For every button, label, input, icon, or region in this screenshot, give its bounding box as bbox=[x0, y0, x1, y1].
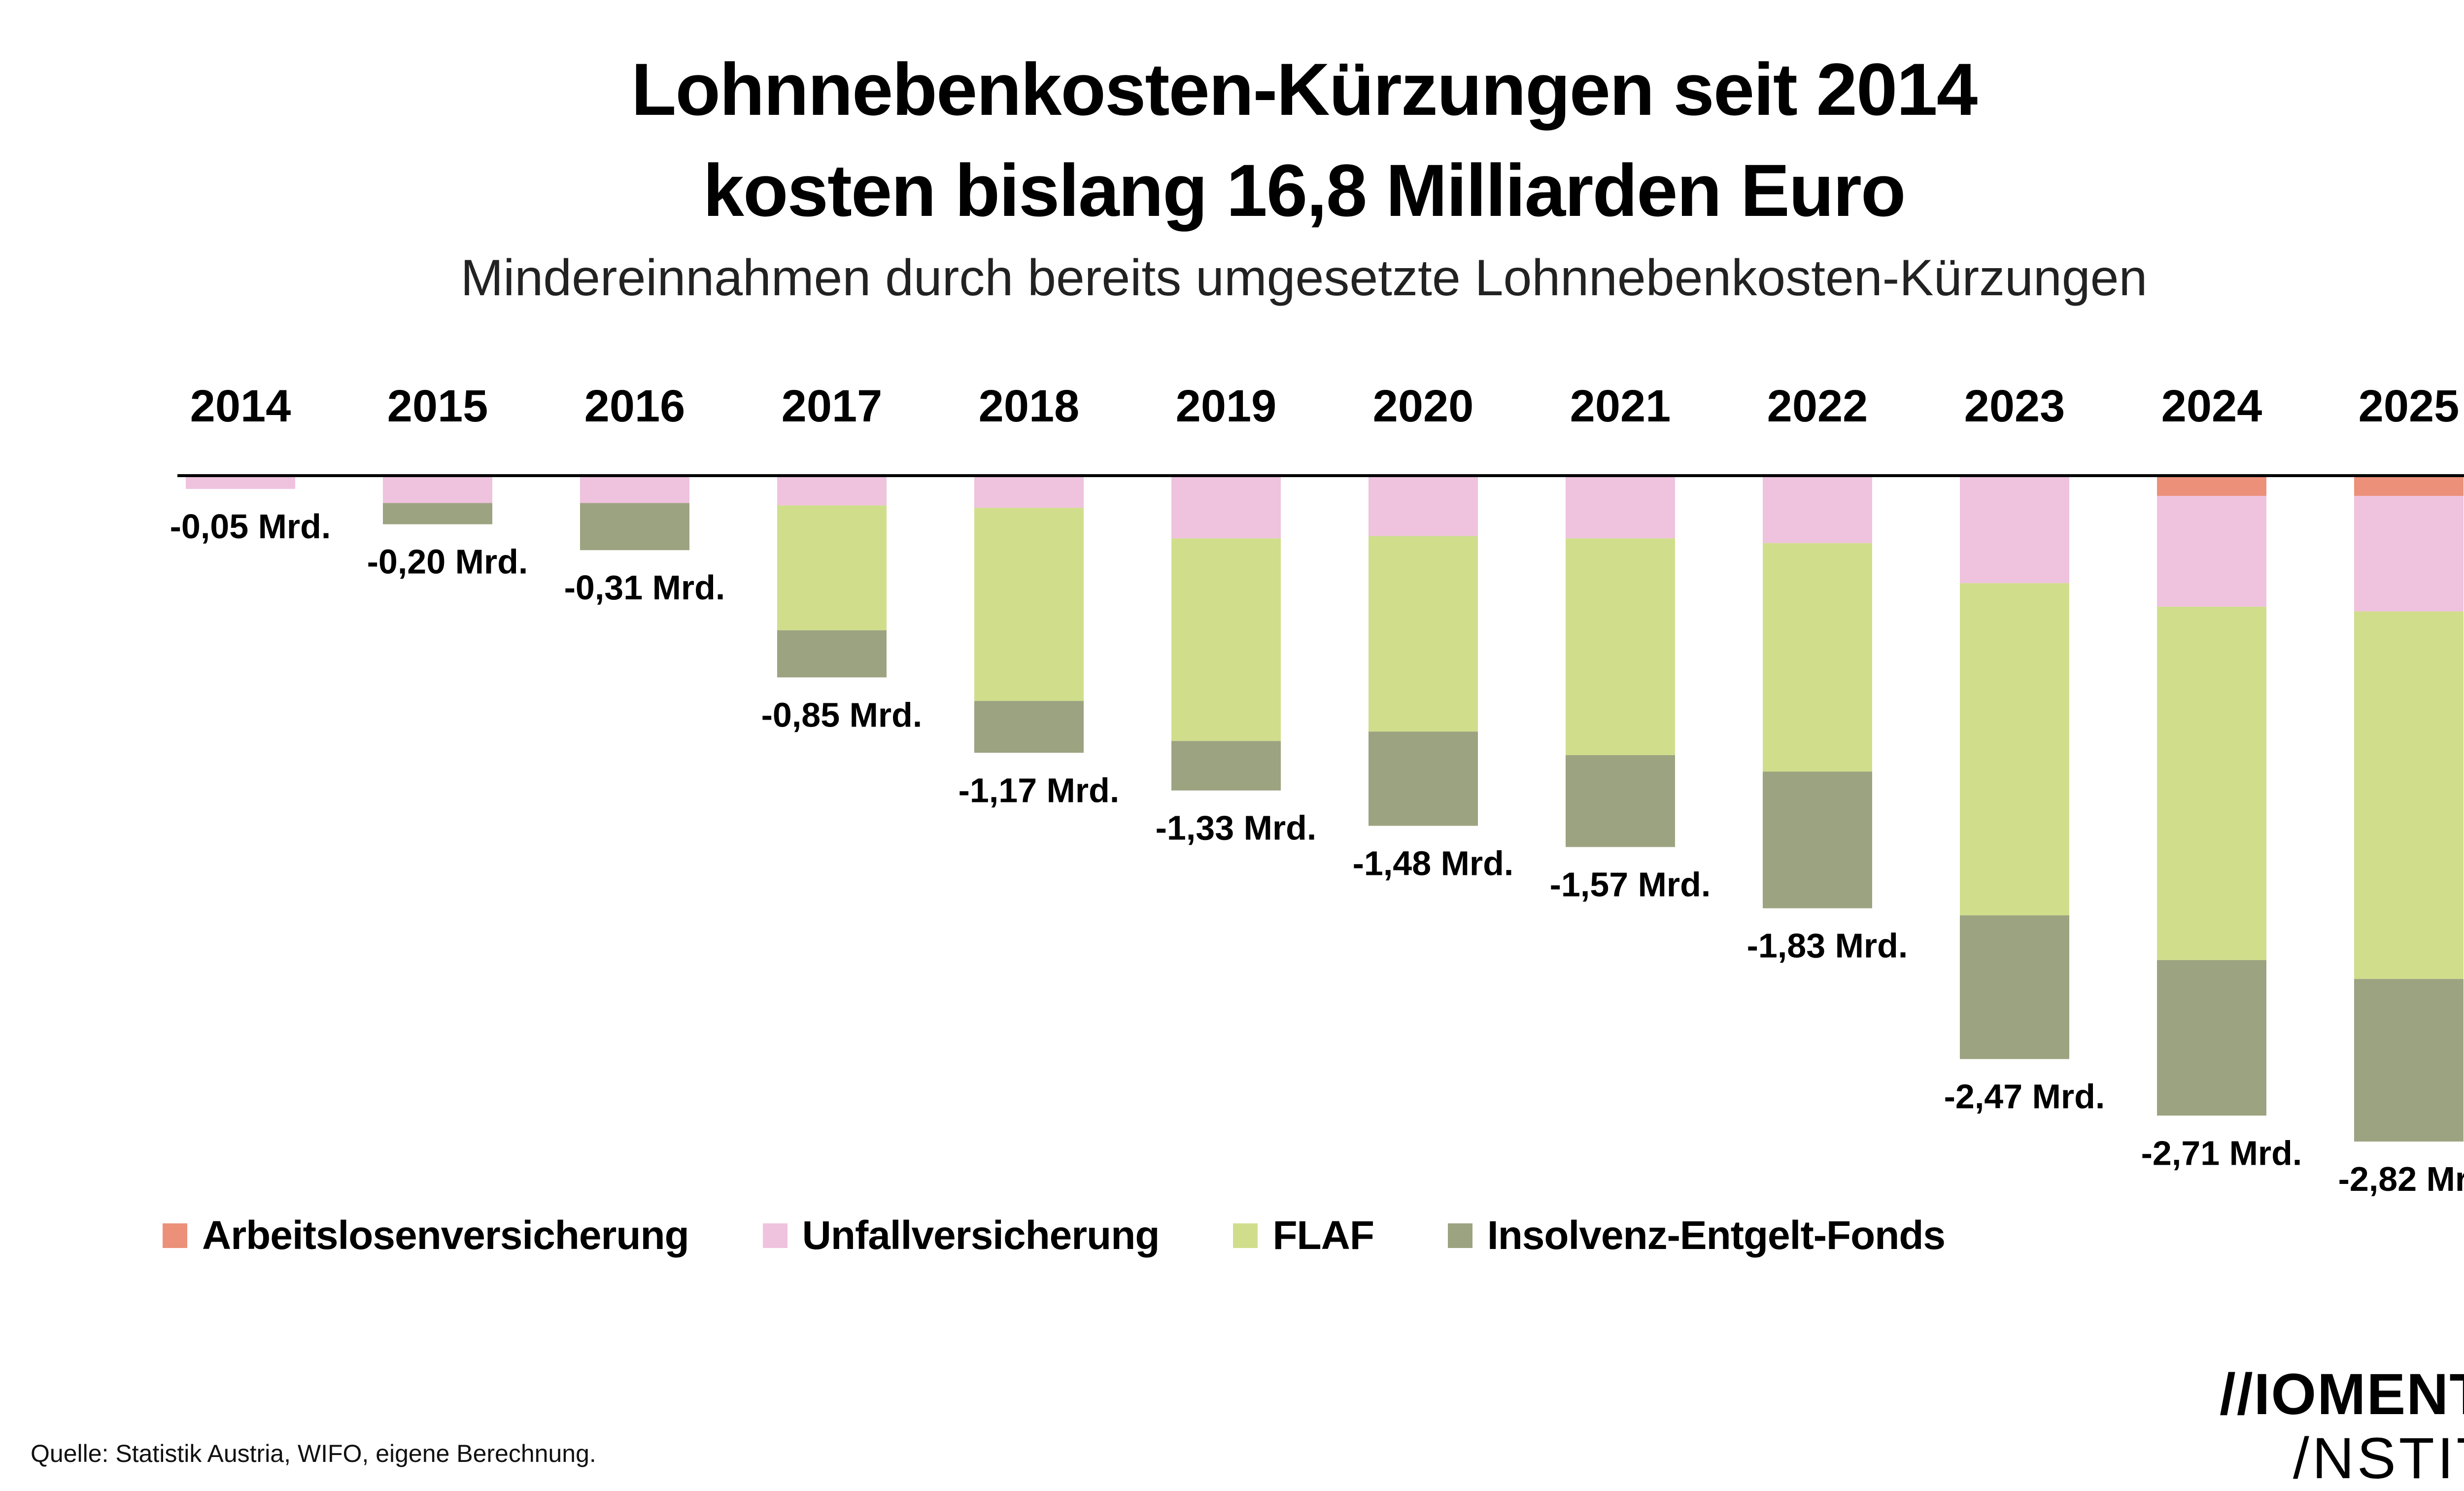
bar-segment-2015-unfallversicherung bbox=[383, 477, 492, 503]
bar-segment-2022-unfallversicherung bbox=[1763, 477, 1872, 543]
bar-segment-2023-flaf bbox=[1960, 583, 2069, 916]
bar-segment-2017-unfallversicherung bbox=[777, 477, 887, 506]
logo-text-momentum: //IOMENTUM bbox=[2220, 1362, 2464, 1427]
bar-segment-2022-insolvenz-entgelt-fonds bbox=[1763, 771, 1872, 908]
year-label-2022: 2022 bbox=[1767, 381, 1868, 431]
bar-segment-2024-insolvenz-entgelt-fonds bbox=[2157, 960, 2266, 1116]
year-label-2020: 2020 bbox=[1373, 381, 1474, 431]
logo-text-institut: /NSTITUT bbox=[2293, 1426, 2464, 1491]
bar-segment-2020-flaf bbox=[1369, 536, 1478, 732]
total-label-2025: -2,82 Mrd. bbox=[2338, 1160, 2464, 1198]
year-label-2023: 2023 bbox=[1964, 381, 2065, 431]
total-label-2021: -1,57 Mrd. bbox=[1550, 865, 1711, 903]
legend-label: Insolvenz-Entgelt-Fonds bbox=[1487, 1213, 1946, 1258]
bar-segment-2015-insolvenz-entgelt-fonds bbox=[383, 503, 492, 524]
year-label-2021: 2021 bbox=[1570, 381, 1671, 431]
bar-segment-2017-flaf bbox=[777, 505, 887, 630]
total-label-2020: -1,48 Mrd. bbox=[1353, 844, 1514, 882]
bar-segment-2021-unfallversicherung bbox=[1566, 477, 1675, 539]
total-label-2018: -1,17 Mrd. bbox=[958, 771, 1120, 809]
legend-label: FLAF bbox=[1272, 1213, 1374, 1258]
legend-swatch bbox=[163, 1223, 187, 1248]
legend-swatch bbox=[762, 1223, 787, 1248]
bar-segment-2017-insolvenz-entgelt-fonds bbox=[777, 630, 887, 678]
bar-segment-2025-arbeitslosenversicherung bbox=[2354, 477, 2464, 496]
bar-segment-2024-arbeitslosenversicherung bbox=[2157, 477, 2266, 496]
legend-item-arbeitslosenversicherung: Arbeitslosenversicherung bbox=[163, 1213, 689, 1259]
bar-segment-2016-unfallversicherung bbox=[580, 477, 689, 503]
bar-segment-2021-insolvenz-entgelt-fonds bbox=[1566, 755, 1675, 847]
bar-segment-2019-unfallversicherung bbox=[1171, 477, 1281, 539]
bar-segment-2025-unfallversicherung bbox=[2354, 496, 2464, 612]
bar-segment-2024-unfallversicherung bbox=[2157, 496, 2266, 607]
legend: Arbeitslosenversicherung Unfallversicheru… bbox=[163, 1213, 2019, 1259]
year-label-2018: 2018 bbox=[979, 381, 1080, 431]
legend-item-flaf: FLAF bbox=[1233, 1213, 1374, 1259]
year-label-2025: 2025 bbox=[2359, 381, 2460, 431]
bar-segment-2022-flaf bbox=[1763, 543, 1872, 772]
bar-segment-2025-insolvenz-entgelt-fonds bbox=[2354, 979, 2464, 1142]
bar-segment-2021-flaf bbox=[1566, 538, 1675, 756]
bar-segment-2020-insolvenz-entgelt-fonds bbox=[1369, 731, 1478, 826]
chart-title-line-2: kosten bislang 16,8 Milliarden Euro bbox=[703, 149, 1906, 232]
bar-segment-2023-insolvenz-entgelt-fonds bbox=[1960, 915, 2069, 1059]
momentum-institut-logo: //IOMENTUM /NSTITUT bbox=[2220, 1365, 2464, 1488]
total-label-2022: -1,83 Mrd. bbox=[1747, 927, 1908, 965]
bar-segment-2014-unfallversicherung bbox=[186, 477, 295, 489]
bar-segment-2020-unfallversicherung bbox=[1369, 477, 1478, 536]
year-label-2017: 2017 bbox=[782, 381, 883, 431]
year-labels-group: 2014 2015 2016 2017 2018 2019 2020 2021 2022 2023… bbox=[190, 381, 2460, 431]
bar-segment-2023-unfallversicherung bbox=[1960, 477, 2069, 584]
total-label-2019: -1,33 Mrd. bbox=[1156, 809, 1317, 847]
legend-swatch bbox=[1447, 1223, 1472, 1248]
year-label-2019: 2019 bbox=[1176, 381, 1277, 431]
chart-title-line-1: Lohnnebenkosten-Kürzungen seit 2014 bbox=[631, 48, 1978, 131]
year-label-2014: 2014 bbox=[190, 381, 291, 431]
total-label-2017: -0,85 Mrd. bbox=[761, 695, 923, 734]
chart-subtitle: Mindereinnahmen durch bereits umgesetzte… bbox=[460, 249, 2148, 307]
total-label-2014: -0,05 Mrd. bbox=[170, 507, 331, 546]
total-label-2015: -0,20 Mrd. bbox=[367, 543, 528, 581]
bar-segment-2024-flaf bbox=[2157, 606, 2266, 960]
legend-label: Unfallversicherung bbox=[802, 1213, 1160, 1258]
legend-label: Arbeitslosenversicherung bbox=[202, 1213, 689, 1258]
bars-group bbox=[186, 477, 2464, 1142]
year-label-2016: 2016 bbox=[584, 381, 685, 431]
source-note: Quelle: Statistik Austria, WIFO, eigene … bbox=[31, 1440, 596, 1467]
total-labels-group: -0,05 Mrd. -0,20 Mrd. -0,31 Mrd. -0,85 Mrd.… bbox=[170, 507, 2464, 1198]
total-label-2016: -0,31 Mrd. bbox=[564, 568, 725, 607]
bar-segment-2019-insolvenz-entgelt-fonds bbox=[1171, 741, 1281, 791]
bar-segment-2018-insolvenz-entgelt-fonds bbox=[974, 701, 1084, 753]
legend-swatch bbox=[1233, 1223, 1258, 1248]
bar-segment-2018-unfallversicherung bbox=[974, 477, 1084, 508]
legend-item-unfallversicherung: Unfallversicherung bbox=[762, 1213, 1160, 1259]
legend-item-insolvenz-entgelt-fonds: Insolvenz-Entgelt-Fonds bbox=[1447, 1213, 1946, 1259]
year-label-2015: 2015 bbox=[387, 381, 488, 431]
bar-segment-2018-flaf bbox=[974, 508, 1084, 701]
year-label-2024: 2024 bbox=[2161, 381, 2262, 431]
bar-segment-2019-flaf bbox=[1171, 538, 1281, 741]
total-label-2024: -2,71 Mrd. bbox=[2141, 1134, 2302, 1172]
bar-segment-2016-insolvenz-entgelt-fonds bbox=[580, 503, 689, 551]
bar-segment-2025-flaf bbox=[2354, 611, 2464, 979]
total-label-2023: -2,47 Mrd. bbox=[1944, 1077, 2105, 1116]
